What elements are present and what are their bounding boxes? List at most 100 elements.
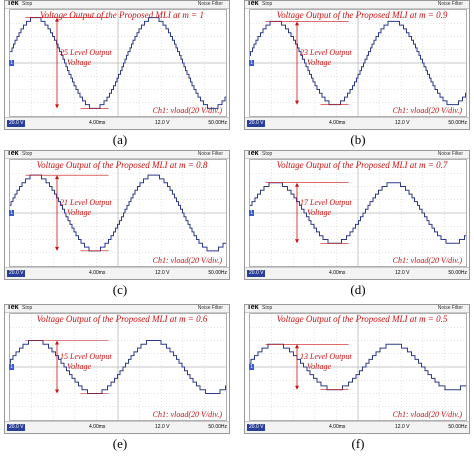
arrow-head-down xyxy=(295,100,299,105)
scope-screen: Voltage Output of the Proposed MLI at m … xyxy=(9,9,227,117)
volts-per-div: 20.0 V xyxy=(247,270,266,277)
scope-screen: Voltage Output of the Proposed MLI at m … xyxy=(249,9,467,117)
trigger-level: 12.0 V xyxy=(395,120,410,126)
level-label-line2: Voltage xyxy=(67,208,91,217)
chart-title: Voltage Output of the Proposed MLI at m … xyxy=(37,314,208,324)
time-per-div: 4.00ms xyxy=(89,270,106,276)
scope-plot: Voltage Output of the Proposed MLI at m … xyxy=(250,160,466,266)
level-label-line2: Voltage xyxy=(307,362,331,371)
channel-label: Ch1: vload(20 V/div.) xyxy=(153,106,223,115)
scope-top-bar: Tek Stop Noise Filter xyxy=(5,151,229,159)
channel-label: Ch1: vload(20 V/div.) xyxy=(153,256,223,265)
noise-filter-label: Noise Filter xyxy=(437,151,463,157)
acquisition-state: Stop xyxy=(22,305,33,311)
noise-filter-label: Noise Filter xyxy=(437,1,463,7)
trigger-level: 12.0 V xyxy=(395,270,410,276)
arrow-head-up xyxy=(295,182,299,187)
level-label-line1: 25 Level Output xyxy=(60,48,112,57)
channel-1-marker: 1 xyxy=(9,60,14,66)
signal-frequency: 50.00Hz xyxy=(208,120,227,126)
level-label-line2: Voltage xyxy=(307,58,331,67)
scope-plot: Voltage Output of the Proposed MLI at m … xyxy=(10,314,226,420)
scope-top-bar: Tek Stop Noise Filter xyxy=(245,305,469,313)
scope-status-bar: 20.0 V 4.00ms 12.0 V 50.00Hz xyxy=(245,421,469,433)
output-voltage-waveform xyxy=(10,340,226,394)
scope-status-bar: 20.0 V 4.00ms 12.0 V 50.00Hz xyxy=(5,117,229,129)
volts-per-div: 20.0 V xyxy=(7,120,26,127)
signal-frequency: 50.00Hz xyxy=(448,120,467,126)
panel-caption: (a) xyxy=(112,132,128,147)
scope-brand: Tek xyxy=(7,150,19,157)
scope-status-bar: 20.0 V 4.00ms 12.0 V 50.00Hz xyxy=(5,421,229,433)
output-voltage-waveform xyxy=(10,17,226,109)
channel-1-marker: 1 xyxy=(9,364,14,370)
scope-screen: Voltage Output of the Proposed MLI at m … xyxy=(9,313,227,421)
arrow-head-up xyxy=(55,340,59,345)
time-per-div: 4.00ms xyxy=(329,120,346,126)
grid xyxy=(10,160,226,266)
scope-status-bar: 20.0 V 4.00ms 12.0 V 50.00Hz xyxy=(5,267,229,279)
noise-filter-label: Noise Filter xyxy=(197,1,223,7)
scope-panel: Tek Stop Noise Filter Voltage Output of the… xyxy=(4,150,230,280)
acquisition-state: Stop xyxy=(22,151,33,157)
arrow-head-down xyxy=(55,246,59,251)
panel-caption: (d) xyxy=(350,282,366,297)
time-per-div: 4.00ms xyxy=(329,270,346,276)
scope-status-bar: 20.0 V 4.00ms 12.0 V 50.00Hz xyxy=(245,117,469,129)
scope-plot: Voltage Output of the Proposed MLI at m … xyxy=(250,10,466,116)
arrow-head-up xyxy=(295,344,299,349)
noise-filter-label: Noise Filter xyxy=(197,151,223,157)
channel-1-marker: 1 xyxy=(249,364,254,370)
scope-top-bar: Tek Stop Noise Filter xyxy=(5,1,229,9)
annotations xyxy=(265,21,349,105)
channel-label: Ch1: vload(20 V/div.) xyxy=(153,410,223,419)
scope-top-bar: Tek Stop Noise Filter xyxy=(245,151,469,159)
chart-title: Voltage Output of the Proposed MLI at m … xyxy=(277,314,448,324)
arrow-head-down xyxy=(55,104,59,109)
time-per-div: 4.00ms xyxy=(89,424,106,430)
level-label-line1: 23 Level Output xyxy=(300,48,352,57)
output-voltage-waveform xyxy=(250,182,466,244)
signal-frequency: 50.00Hz xyxy=(208,270,227,276)
scope-plot: Voltage Output of the Proposed MLI at m … xyxy=(250,314,466,420)
level-label-line2: Voltage xyxy=(67,58,91,67)
arrow-head-up xyxy=(55,17,59,22)
arrow-head-up xyxy=(295,21,299,26)
scope-top-bar: Tek Stop Noise Filter xyxy=(245,1,469,9)
level-label-line1: 17 Level Output xyxy=(300,198,352,207)
annotations xyxy=(265,182,349,244)
chart-title: Voltage Output of the Proposed MLI at m … xyxy=(40,10,204,20)
chart-title: Voltage Output of the Proposed MLI at m … xyxy=(277,10,448,20)
arrow-head-down xyxy=(295,385,299,390)
level-label-line1: 15 Level Output xyxy=(60,352,112,361)
volts-per-div: 20.0 V xyxy=(247,120,266,127)
trigger-level: 12.0 V xyxy=(155,424,170,430)
channel-label: Ch1: vload(20 V/div.) xyxy=(393,410,463,419)
scope-brand: Tek xyxy=(7,0,19,7)
scope-status-bar: 20.0 V 4.00ms 12.0 V 50.00Hz xyxy=(245,267,469,279)
chart-title: Voltage Output of the Proposed MLI at m … xyxy=(277,160,448,170)
channel-1-marker: 1 xyxy=(9,210,14,216)
signal-frequency: 50.00Hz xyxy=(448,270,467,276)
acquisition-state: Stop xyxy=(262,305,273,311)
acquisition-state: Stop xyxy=(262,1,273,7)
scope-plot: Voltage Output of the Proposed MLI at m … xyxy=(10,160,226,266)
channel-label: Ch1: vload(20 V/div.) xyxy=(393,106,463,115)
volts-per-div: 20.0 V xyxy=(7,270,26,277)
arrow-head-down xyxy=(55,389,59,394)
annotations xyxy=(25,17,109,109)
arrow-head-down xyxy=(295,239,299,244)
panel-caption: (c) xyxy=(112,282,128,297)
channel-1-marker: 1 xyxy=(249,60,254,66)
scope-plot: Voltage Output of the Proposed MLI at m … xyxy=(10,10,226,116)
scope-screen: Voltage Output of the Proposed MLI at m … xyxy=(9,159,227,267)
acquisition-state: Stop xyxy=(262,151,273,157)
grid xyxy=(250,314,466,420)
scope-panel: Tek Stop Noise Filter Voltage Output of the… xyxy=(244,150,470,280)
grid xyxy=(250,160,466,266)
scope-panel: Tek Stop Noise Filter Voltage Output of the… xyxy=(244,0,470,130)
output-voltage-waveform xyxy=(250,343,466,391)
channel-label: Ch1: vload(20 V/div.) xyxy=(393,256,463,265)
volts-per-div: 20.0 V xyxy=(7,424,26,431)
scope-brand: Tek xyxy=(247,150,259,157)
